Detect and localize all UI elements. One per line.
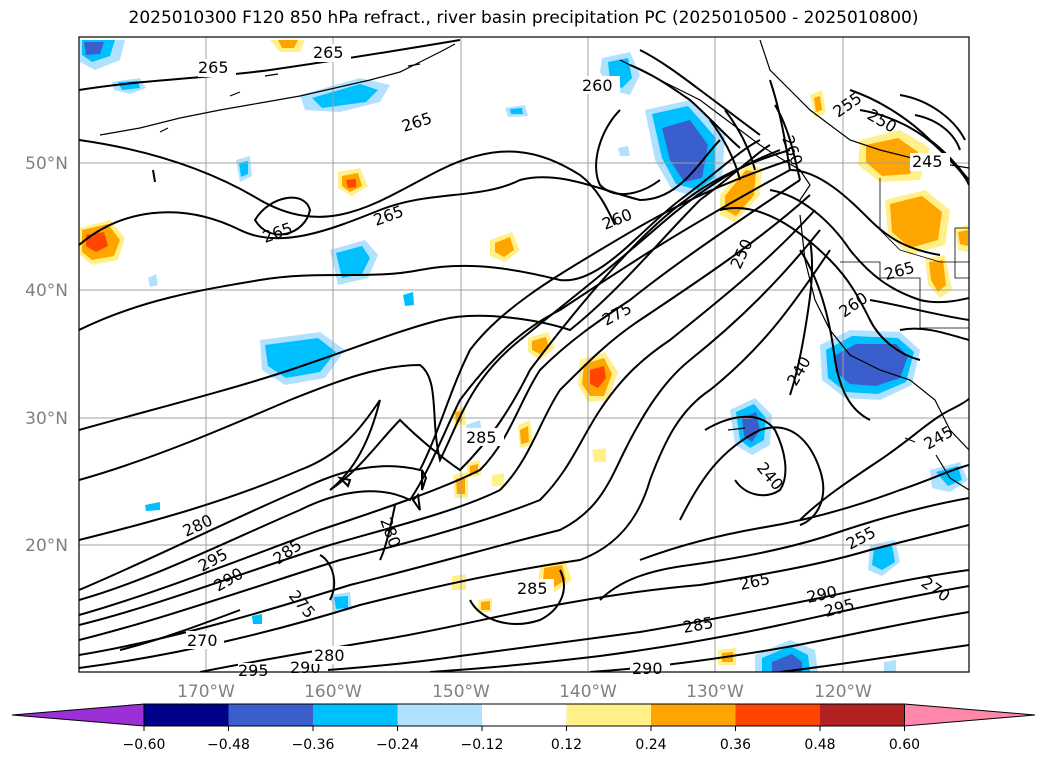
lat-label-20n: 20°N [25,536,68,556]
contour-label: 245 [912,152,943,171]
map-title: 2025010300 F120 850 hPa refract., river … [128,8,919,28]
colorbar-segment [566,704,651,726]
negative-anomaly-area [755,640,818,672]
lon-label-160w: 160°W [304,682,362,702]
positive-anomaly-area [810,90,826,118]
colorbar-segment [735,704,820,726]
positive-anomaly-area [338,168,368,196]
lon-label-150w: 150°W [432,682,490,702]
longitude-axis: 170°W 160°W 150°W 140°W 130°W 120°W [177,682,872,702]
negative-anomaly-area [645,100,725,198]
contour-label: 290 [632,659,663,678]
colorbar-segment [144,704,229,726]
colorbar-tick-label: 0.24 [635,737,666,753]
contour-label: 295 [238,661,269,680]
lat-label-40n: 40°N [25,281,68,301]
map-frame [78,36,970,673]
colorbar-tick-label: 0.48 [804,737,835,753]
colorbar-tick-label: 0.36 [720,737,751,753]
positive-anomaly-area [955,225,968,252]
colorbar-segment [11,703,145,727]
latitude-axis: 50°N 40°N 30°N 20°N [25,154,68,556]
contour-label: 285 [517,579,548,598]
colorbar-segment [904,703,1036,727]
contour-label: 260 [582,76,613,95]
positive-anomaly-area [490,232,520,262]
positive-anomaly-area [885,190,950,255]
negative-anomaly-area [730,398,772,455]
negative-anomaly-area [80,40,125,70]
colorbar-tick-label: −0.60 [123,737,166,753]
colorbar-segment [397,704,482,726]
colorbar-tick-label: 0.60 [889,737,920,753]
map-panel: 265 265 265 265 265 260 260 255 250 245 … [78,36,970,680]
contour-label: 285 [466,428,497,447]
graticule [79,37,969,672]
colorbar-segment [482,704,567,726]
colorbar-segment [228,704,313,726]
colorbar-segment [820,704,905,726]
positive-anomaly-area [925,255,952,298]
negative-anomaly-area [505,105,528,117]
contour-label: 265 [198,58,229,77]
negative-anomaly-area [330,592,352,612]
colorbar: −0.60 −0.48 −0.36 −0.24 −0.12 0.12 0.24 … [11,703,1036,753]
colorbar-tick-label: −0.48 [207,737,250,753]
lon-label-120w: 120°W [814,682,872,702]
lat-label-50n: 50°N [25,154,68,174]
colorbar-tick-label: −0.12 [461,737,504,753]
negative-anomaly-area [260,332,345,385]
colorbar-tick-label: −0.24 [376,737,419,753]
lon-label-140w: 140°W [559,682,617,702]
lat-label-30n: 30°N [25,409,68,429]
colorbar-tick-label: −0.36 [292,737,335,753]
positive-anomaly-area [270,40,305,52]
colorbar-frame [143,703,905,727]
negative-anomaly-area [330,240,378,285]
negative-anomaly-area [148,274,414,306]
contour-label: 280 [314,646,345,665]
contour-label: 265 [313,43,344,62]
negative-anomaly-area [300,78,390,112]
lon-label-130w: 130°W [686,682,744,702]
positive-anomaly-area [80,220,125,265]
colorbar-segment [313,704,398,726]
colorbar-segment [651,704,736,726]
colorbar-tick-label: 0.12 [551,737,582,753]
lon-label-170w: 170°W [177,682,235,702]
contour-label: 270 [187,631,218,650]
